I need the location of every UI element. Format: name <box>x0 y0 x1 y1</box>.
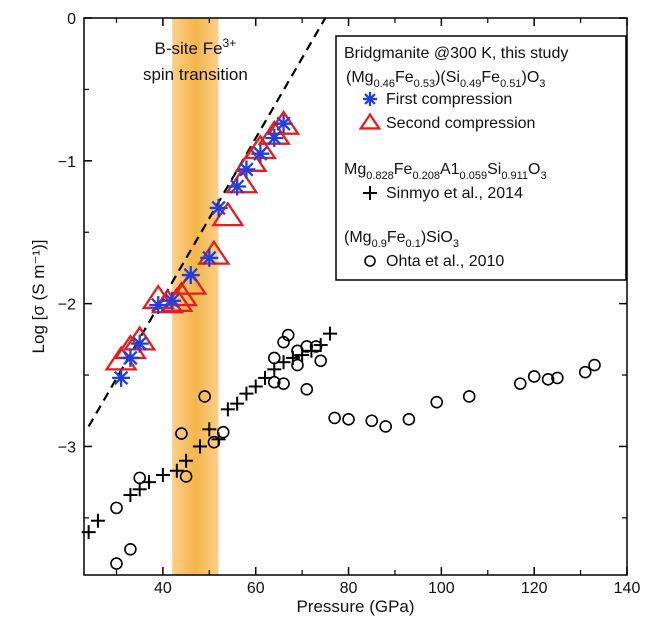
point-circle-3-1 <box>110 501 123 515</box>
band-rect <box>172 18 219 575</box>
legend-label-0-1: Second compression <box>386 115 535 132</box>
point-asterisk-0-0 <box>112 368 131 387</box>
y-tick-label: −3 <box>58 439 76 456</box>
point-plus-2-17 <box>276 355 291 370</box>
legend-box <box>335 35 627 281</box>
point-plus-2-13 <box>239 386 254 401</box>
point-plus-2-11 <box>220 402 235 417</box>
legend-title: Bridgmanite @300 K, this study <box>344 45 568 62</box>
point-circle-3-21 <box>342 413 355 426</box>
plot-frame <box>83 17 628 576</box>
point-plus-2-8 <box>193 439 208 454</box>
point-plus-2-3 <box>132 482 147 497</box>
point-plus-2-21 <box>313 338 328 353</box>
legend-formula-2: (Mg0.9Fe0.1)SiO3 <box>344 229 459 250</box>
y-tick-label: −2 <box>58 297 76 314</box>
point-circle-3-28 <box>527 370 541 383</box>
x-tick-label: 80 <box>340 580 358 597</box>
point-asterisk-0-9 <box>237 160 256 179</box>
point-circle-3-13 <box>281 328 295 342</box>
point-circle-3-22 <box>365 414 379 428</box>
point-asterisk-0-8 <box>228 177 247 196</box>
point-plus-2-22 <box>322 326 337 341</box>
point-asterisk-0-5 <box>181 266 200 285</box>
x-tick-label: 100 <box>428 580 455 597</box>
point-asterisk-0-10 <box>251 144 270 163</box>
data-points-layer <box>81 109 601 570</box>
x-tick-label: 60 <box>247 580 265 597</box>
point-triangle-1-11 <box>234 146 268 172</box>
y-tick-label: −1 <box>58 154 76 171</box>
point-plus-2-10 <box>211 432 226 447</box>
point-plus-2-12 <box>230 396 245 411</box>
point-asterisk-0-7 <box>209 198 228 217</box>
point-plus-2-20 <box>304 343 319 358</box>
point-plus-2-6 <box>169 463 184 478</box>
point-asterisk-0-12 <box>274 114 293 133</box>
point-plus-2-14 <box>248 379 263 394</box>
point-plus-2-9 <box>202 422 217 437</box>
point-plus-2-15 <box>258 370 272 385</box>
point-plus-2-5 <box>155 468 170 483</box>
legend-marker-1-0 <box>363 186 377 200</box>
point-asterisk-0-6 <box>200 248 219 267</box>
point-circle-3-19 <box>314 354 327 368</box>
axis-labels: Pressure (GPa) Log [σ (S m⁻¹)] <box>29 240 415 616</box>
legend-label-1-0: Sinmyo et al., 2014 <box>386 185 523 202</box>
point-circle-3-17 <box>300 383 314 396</box>
point-circle-3-9 <box>267 375 281 389</box>
legend-label-0-0: First compression <box>386 91 512 108</box>
point-triangle-1-7 <box>174 269 208 295</box>
legend: Bridgmanite @300 K, this study (Mg0.46Fe0… <box>335 35 627 281</box>
point-circle-3-26 <box>462 390 476 403</box>
point-circle-3-30 <box>551 371 564 385</box>
point-plus-2-2 <box>123 488 138 503</box>
point-circle-3-11 <box>277 377 290 390</box>
point-asterisk-0-11 <box>265 128 284 147</box>
y-axis-label: Log [σ (S m⁻¹)] <box>29 240 48 354</box>
legend-marker-0-0 <box>363 92 377 106</box>
point-plus-2-19 <box>295 348 310 363</box>
legend-marker-0-1 <box>358 112 382 130</box>
legend-formula-1: Mg0.828Fe0.208A10.059Si0.911O3 <box>344 161 547 182</box>
point-circle-3-24 <box>402 413 416 426</box>
point-circle-3-27 <box>513 377 527 390</box>
point-triangle-1-9 <box>211 201 245 227</box>
x-tick-label: 140 <box>614 580 641 597</box>
point-circle-3-32 <box>588 358 601 372</box>
point-plus-2-4 <box>141 475 156 490</box>
band-label-line1: B-site Fe3+ <box>155 36 237 58</box>
spin-transition-band: B-site Fe3+ spin transition <box>143 18 248 575</box>
point-asterisk-0-4 <box>163 291 182 310</box>
point-circle-3-23 <box>379 420 392 433</box>
point-plus-2-1 <box>90 513 105 528</box>
point-circle-3-4 <box>175 427 188 440</box>
x-tick-label: 40 <box>154 580 172 597</box>
point-asterisk-0-2 <box>130 334 149 353</box>
point-circle-3-20 <box>328 411 341 425</box>
x-tick-label: 120 <box>521 580 548 597</box>
legend-label-2-0: Ohta et al., 2010 <box>386 253 504 270</box>
point-circle-3-25 <box>430 395 444 409</box>
point-asterisk-0-1 <box>121 348 140 367</box>
point-circle-3-8 <box>216 425 230 439</box>
point-plus-2-16 <box>267 362 282 377</box>
point-circle-3-0 <box>110 557 123 570</box>
point-circle-3-5 <box>179 470 193 483</box>
point-asterisk-0-3 <box>149 296 168 315</box>
point-circle-3-14 <box>291 358 304 372</box>
y-tick-label: 0 <box>67 11 76 28</box>
point-circle-3-2 <box>124 542 137 556</box>
point-plus-2-18 <box>285 350 300 365</box>
point-circle-3-31 <box>578 365 592 379</box>
legend-marker-2-0 <box>364 255 376 267</box>
axes: 40 60 80 100 120 140 0 −1 −2 −3 <box>58 11 641 597</box>
x-axis-label: Pressure (GPa) <box>296 597 414 616</box>
point-circle-3-29 <box>541 373 555 386</box>
band-label-line2: spin transition <box>143 65 248 84</box>
legend-formula-0: (Mg0.46Fe0.53)(Si0.49Fe0.51)O3 <box>346 69 545 90</box>
point-circle-3-6 <box>198 390 211 403</box>
point-plus-2-7 <box>179 453 194 468</box>
